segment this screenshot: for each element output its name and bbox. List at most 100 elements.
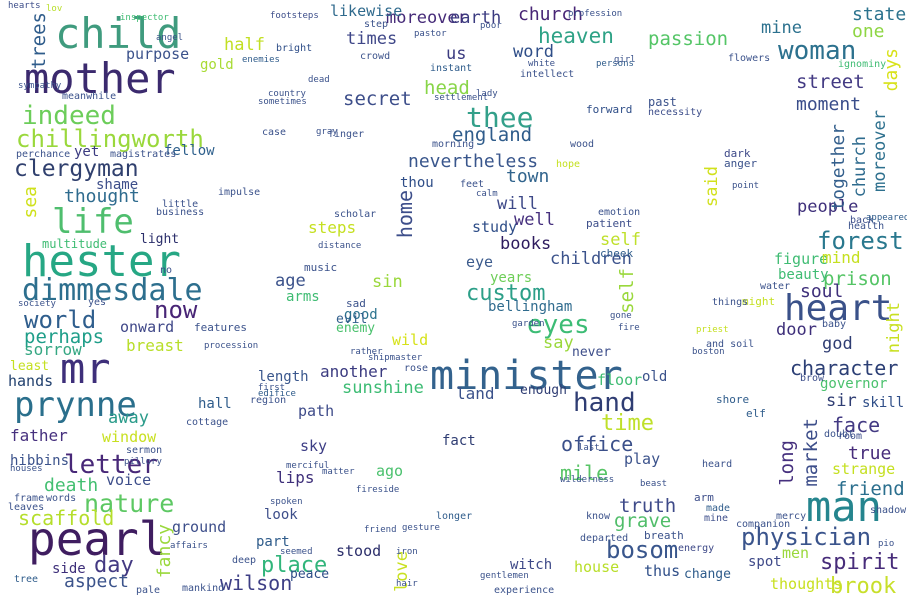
filler-word: words [46,493,77,504]
filler-word: hope [556,159,581,170]
word-hither: word [513,42,554,62]
filler-word: finger [328,129,365,140]
word-governor: governor [820,376,888,392]
filler-word: gray [316,127,338,137]
filler-word: wood [570,139,595,150]
filler-word: sympathy [18,81,62,91]
word-hibbins: least [10,359,50,374]
word-arms: arms [286,289,320,305]
word-eye: children [550,249,632,269]
word-minister: minister [430,353,623,399]
filler-word: features [194,321,247,334]
word-thoughts: thoughts [770,575,843,593]
filler-word: arm [694,491,714,504]
word-well: books [500,234,552,254]
filler-word: mercy [776,511,807,522]
filler-word: pale [136,585,161,596]
filler-word: bright [276,43,313,54]
word-age: age [275,271,306,291]
filler-word: experience [494,585,555,596]
word-dimmesdale: dimmesdale [22,273,203,308]
filler-word: dark [724,147,751,160]
word-indeed: indeed [22,101,116,131]
word-head: times [346,29,398,49]
word-pearl: pearl [28,512,167,566]
word-state: us [446,44,467,64]
filler-word: thou [400,175,434,191]
word-market: market [800,418,822,487]
word-spot: spot [748,554,782,570]
filler-word: hair [396,579,418,589]
filler-word: pastor [414,29,447,39]
filler-word: perchance [16,149,71,160]
filler-word: gesture [402,523,440,533]
filler-word: rather [350,347,383,357]
word-mr: mr [60,344,111,393]
filler-word: impulse [218,187,261,198]
filler-word: water [760,281,791,292]
word-hand: hand [573,388,636,418]
word-moment: moment [796,94,862,115]
filler-word: houses [10,464,43,474]
word-purpose: purpose [126,45,190,63]
word-us: secret [343,88,412,110]
word-length: length [258,369,309,385]
filler-word: no [160,265,173,276]
word-night: night [884,302,904,354]
filler-word: gentlemen [480,571,529,581]
filler-word: procession [204,341,259,351]
word-prynne: prynne [14,385,137,425]
filler-word: morning [432,139,475,150]
word-never: never [572,345,612,360]
word-men: men [782,544,810,562]
filler-word: sad [346,297,366,310]
word-ago: ago [376,462,404,480]
filler-word: last [578,443,600,453]
word-enemy: enemy [336,321,376,336]
filler-word: mine [704,513,729,524]
word-air: earth [450,8,502,28]
word-say: say [543,333,574,353]
word-sorrow: sorrow [24,340,82,359]
filler-word: appeared [866,213,907,223]
filler-word: multitude [42,237,108,251]
filler-word: fire [618,323,640,333]
word-soul: soul [800,281,844,302]
filler-word: fireside [356,485,400,495]
word-change: change [684,567,731,582]
word-floor: floor [597,371,643,389]
word-spirit: spirit [820,550,900,575]
filler-word: past [648,95,677,109]
word-moreover: moreover [870,110,890,192]
word-eyes: eyes [527,310,590,340]
filler-word: heard [702,459,733,470]
word-custom: custom [466,281,546,306]
filler-word: departed [580,533,629,544]
word-days: mine [761,18,802,38]
word-long: long [776,440,798,486]
word-truth: truth [619,495,677,517]
filler-word: anger [724,157,758,170]
filler-word: country [268,89,306,99]
filler-word: boston [692,347,725,357]
filler-word: distance [318,241,362,251]
word-lips: lips [276,468,315,487]
word-place: place [261,553,328,578]
word-hands: hands [8,372,54,390]
word-earth: head [424,77,470,99]
word-books: study [472,218,518,236]
filler-word: pio [878,539,895,549]
word-england: england [452,124,533,146]
word-infant: shame [96,177,139,193]
word-children: years [490,270,533,286]
filler-word: garden [512,319,545,329]
filler-word: energy [678,543,715,554]
word-look: look [264,507,298,523]
word-bellingham: bellingham [488,299,573,315]
word-wilson: wilson [220,571,293,595]
filler-word: made [706,503,731,514]
word-beauty: beauty [778,267,829,283]
filler-word: girl [614,55,636,65]
filler-word: pillory [124,457,162,467]
filler-word: music [304,261,338,274]
